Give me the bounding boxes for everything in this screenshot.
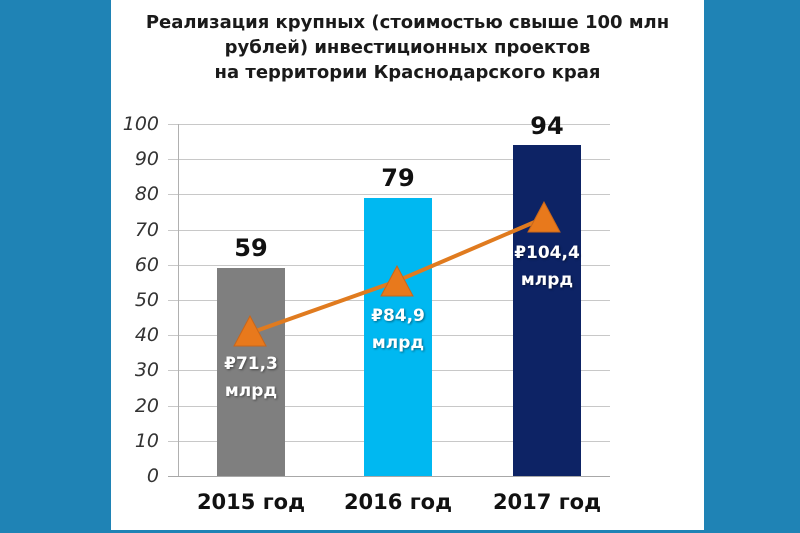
investment-unit: млрд: [224, 381, 278, 401]
bar-2016: [364, 198, 432, 476]
triangle-marker-icon: [380, 264, 414, 297]
bar-value-2017: 94: [530, 112, 564, 140]
bar-2015: [217, 268, 285, 476]
chart-panel: Реализация крупных (стоимостью свыше 100…: [111, 0, 704, 530]
y-tick-30: 30: [134, 359, 159, 381]
bar-value-2015: 59: [234, 234, 268, 262]
y-tick-50: 50: [134, 289, 159, 311]
investment-amount: ₽104,4: [514, 243, 580, 263]
y-tick-40: 40: [134, 324, 159, 346]
y-tick-60: 60: [134, 254, 159, 276]
y-tick-70: 70: [134, 219, 159, 241]
triangle-marker-icon: [527, 200, 561, 233]
title-line-2: рублей) инвестиционных проектов: [224, 37, 591, 58]
gridline: [168, 124, 610, 125]
y-tick-20: 20: [134, 395, 159, 417]
y-axis-line: [178, 124, 179, 476]
bar-value-2016: 79: [381, 164, 415, 192]
investment-unit: млрд: [520, 270, 574, 290]
x-label-2016: 2016 год: [343, 490, 453, 514]
investment-unit: млрд: [371, 333, 425, 353]
y-tick-0: 0: [146, 465, 159, 487]
title-line-3: на территории Краснодарского края: [214, 62, 601, 83]
investment-amount: ₽71,3: [224, 354, 278, 374]
investment-label-2017: ₽104,4 млрд: [492, 240, 602, 294]
investment-line-series: [233, 200, 561, 347]
y-tick-80: 80: [134, 183, 159, 205]
investment-amount: ₽84,9: [371, 306, 425, 326]
title-line-1: Реализация крупных (стоимостью свыше 100…: [145, 12, 670, 33]
gridline: [168, 194, 610, 195]
y-tick-100: 100: [122, 113, 159, 135]
chart-title: Реализация крупных (стоимостью свыше 100…: [111, 10, 704, 85]
x-label-2015: 2015 год: [196, 490, 306, 514]
triangle-marker-icon: [233, 314, 267, 347]
investment-label-2015: ₽71,3 млрд: [196, 351, 306, 405]
y-tick-10: 10: [134, 430, 159, 452]
x-axis-line: [168, 476, 610, 477]
gridline: [168, 159, 610, 160]
x-label-2017: 2017 год: [492, 490, 602, 514]
bar-2017: [513, 145, 581, 476]
y-tick-90: 90: [134, 148, 159, 170]
investment-label-2016: ₽84,9 млрд: [343, 303, 453, 357]
